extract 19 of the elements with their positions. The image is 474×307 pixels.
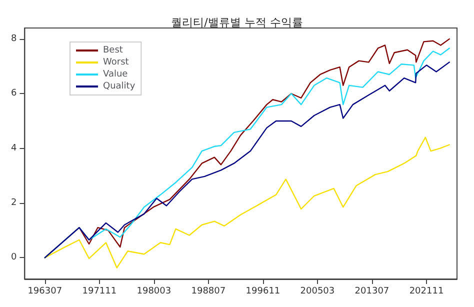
y-tick-label: 0 bbox=[10, 252, 17, 263]
x-tick-label: 196307 bbox=[28, 286, 62, 296]
line-series bbox=[44, 136, 450, 268]
x-tick-label: 200503 bbox=[300, 286, 335, 296]
x-tick-label: 202111 bbox=[409, 286, 444, 296]
x-tick-label: 198807 bbox=[191, 286, 226, 296]
x-tick-label: 197111 bbox=[82, 286, 117, 296]
legend-label: Worst bbox=[103, 58, 130, 68]
x-tick-label: 201307 bbox=[354, 286, 390, 296]
legend-label: Quality bbox=[103, 82, 136, 92]
x-tick-label: 199611 bbox=[246, 286, 280, 296]
y-tick-label: 2 bbox=[10, 198, 17, 208]
legend-label: Best bbox=[103, 46, 124, 56]
y-tick-label: 8 bbox=[10, 34, 17, 44]
x-tick-label: 198003 bbox=[136, 286, 172, 296]
chart-title: 퀄리티/밸류별 누적 수익률 bbox=[171, 16, 303, 29]
y-tick-label: 6 bbox=[10, 88, 17, 99]
y-tick-label: 4 bbox=[10, 143, 17, 154]
legend-label: Value bbox=[103, 70, 128, 80]
